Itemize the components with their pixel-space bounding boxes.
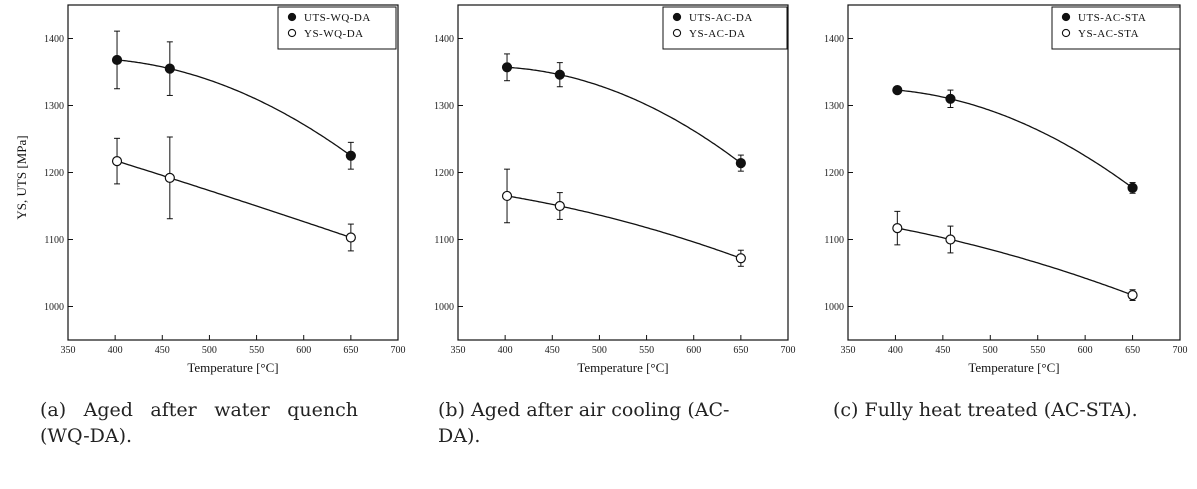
data-point-filled <box>345 150 356 161</box>
y-tick-label: 1300 <box>434 101 454 112</box>
data-point-filled <box>501 62 513 73</box>
legend-box <box>662 6 788 50</box>
chart-panel-a: 350 400 450 500 550 600 650 700 1000 1100 1200 1300… <box>14 4 406 375</box>
y-axis-label: YS, UTS [MPa] <box>14 135 29 219</box>
x-axis-label: Temperature [°C] <box>577 360 668 375</box>
caption-a: (a) Aged after water quench (WQ-DA). <box>40 399 358 447</box>
legend-label: UTS-AC-STA <box>1078 12 1146 24</box>
data-point-filled <box>735 158 746 169</box>
legend-box <box>1051 6 1181 50</box>
x-tick-label: 700 <box>391 345 406 356</box>
series-fit-line <box>506 195 742 259</box>
x-tick-label: 350 <box>451 345 466 356</box>
data-point-open <box>345 232 356 243</box>
data-point-open <box>892 223 903 234</box>
legend-marker <box>672 12 682 22</box>
y-tick-label: 1400 <box>824 34 844 45</box>
caption-c: (c) Fully heat treated (AC-STA). <box>833 399 1138 421</box>
y-tick-label: 1200 <box>434 168 454 179</box>
x-tick-label: 600 <box>1078 345 1093 356</box>
y-tick-label: 1200 <box>824 168 844 179</box>
y-tick-label: 1300 <box>824 101 844 112</box>
y-tick-label: 1000 <box>824 302 844 313</box>
x-tick-label: 650 <box>343 345 358 356</box>
x-tick-label: 600 <box>686 345 701 356</box>
x-tick-label: 450 <box>155 345 170 356</box>
x-tick-label: 550 <box>1030 345 1045 356</box>
x-tick-label: 500 <box>592 345 607 356</box>
data-point-open <box>945 234 956 245</box>
data-point-filled <box>164 63 175 74</box>
data-point-open <box>554 200 565 212</box>
y-tick-label: 1100 <box>824 235 844 246</box>
legend-marker <box>287 28 297 38</box>
x-tick-label: 350 <box>61 345 76 356</box>
data-point-filled <box>1127 182 1138 194</box>
data-point-open <box>501 190 513 202</box>
x-tick-label: 700 <box>1173 345 1188 356</box>
y-tick-label: 1100 <box>434 235 454 246</box>
y-tick-label: 1100 <box>44 235 64 246</box>
series-fit-line <box>116 59 352 157</box>
data-point-filled <box>111 54 123 66</box>
caption-b: (b) Aged after air cooling (AC-DA). <box>438 399 730 447</box>
legend-label: UTS-AC-DA <box>689 12 753 24</box>
y-tick-label: 1400 <box>434 34 454 45</box>
x-tick-label: 500 <box>202 345 217 356</box>
legend-label: UTS-WQ-DA <box>304 12 371 24</box>
x-tick-label: 700 <box>781 345 796 356</box>
x-tick-label: 400 <box>108 345 123 356</box>
y-tick-label: 1400 <box>44 34 64 45</box>
series-fit-line <box>116 160 352 239</box>
data-point-open <box>1127 290 1138 301</box>
x-tick-label: 400 <box>888 345 903 356</box>
x-axis-label: Temperature [°C] <box>968 360 1059 375</box>
y-tick-label: 1300 <box>44 101 64 112</box>
legend-label: YS-AC-DA <box>689 28 746 40</box>
legend-marker <box>1061 12 1071 22</box>
y-tick-label: 1200 <box>44 168 64 179</box>
chart-panel-c: 350 400 450 500 550 600 650 700 1000 1100 1200 1300… <box>824 4 1188 375</box>
x-tick-label: 500 <box>983 345 998 356</box>
x-tick-label: 650 <box>1125 345 1140 356</box>
series-fit-line <box>897 89 1133 189</box>
data-point-filled <box>892 84 903 96</box>
legend-label: YS-WQ-DA <box>304 28 364 40</box>
x-tick-label: 600 <box>296 345 311 356</box>
legend-label: YS-AC-STA <box>1078 28 1139 40</box>
x-tick-label: 550 <box>249 345 264 356</box>
x-tick-label: 650 <box>733 345 748 356</box>
data-point-filled <box>554 69 565 80</box>
data-point-filled <box>945 93 956 104</box>
legend-box <box>277 6 397 50</box>
data-point-open <box>111 156 123 167</box>
legend-marker <box>1061 28 1071 38</box>
series-fit-line <box>897 227 1133 296</box>
x-tick-label: 450 <box>935 345 950 356</box>
x-tick-label: 400 <box>498 345 513 356</box>
data-point-open <box>735 253 746 264</box>
chart-panel-b: 350 400 450 500 550 600 650 700 1000 1100 1200 1300… <box>434 4 796 375</box>
y-tick-label: 1000 <box>44 302 64 313</box>
x-tick-label: 350 <box>841 345 856 356</box>
x-tick-label: 550 <box>639 345 654 356</box>
legend-marker <box>287 12 297 22</box>
x-axis-label: Temperature [°C] <box>187 360 278 375</box>
x-tick-label: 450 <box>545 345 560 356</box>
legend-marker <box>672 28 682 38</box>
data-point-open <box>164 172 175 183</box>
series-fit-line <box>506 66 742 164</box>
y-tick-label: 1000 <box>434 302 454 313</box>
